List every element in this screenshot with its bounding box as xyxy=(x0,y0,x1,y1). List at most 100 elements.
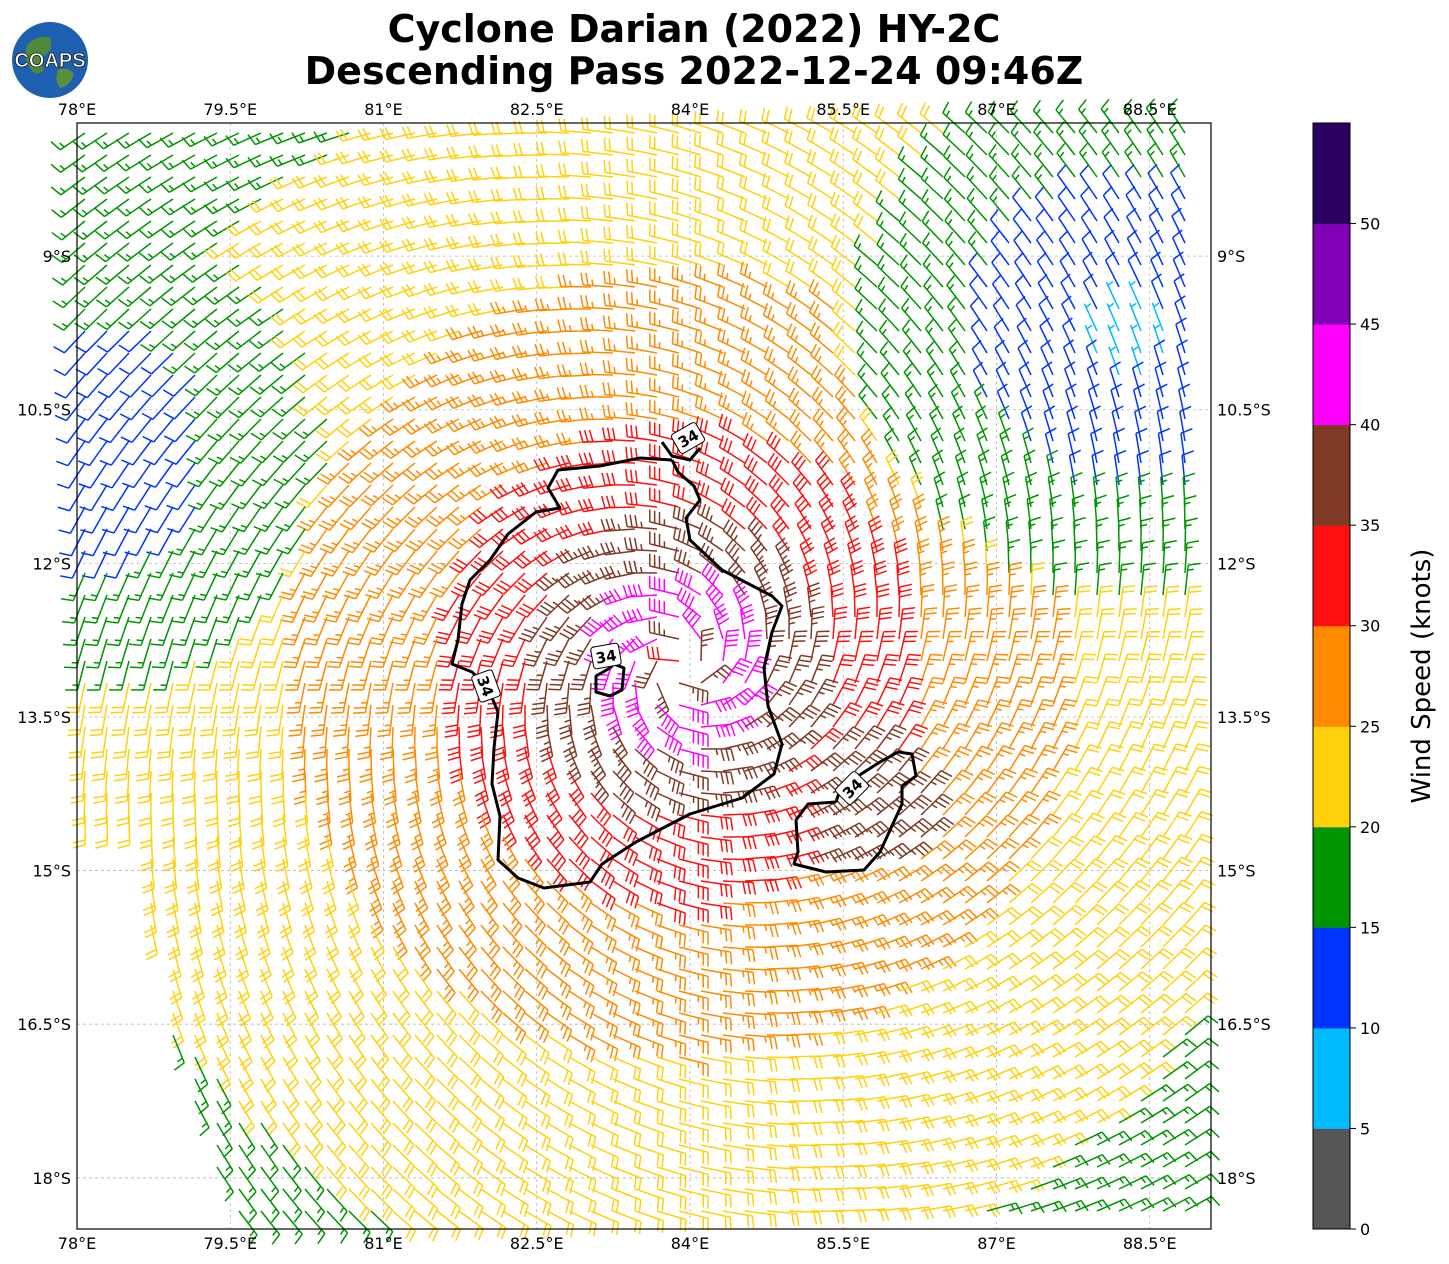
wind-barb xyxy=(431,792,445,829)
wind-barb xyxy=(172,616,196,646)
lon-tick-top: 81°E xyxy=(364,100,402,119)
wind-barb xyxy=(379,308,416,322)
wind-barb xyxy=(1052,607,1071,640)
wind-barb xyxy=(784,193,812,222)
wind-barb xyxy=(739,217,768,244)
wind-barb xyxy=(1088,405,1101,442)
wind-barb xyxy=(744,878,780,893)
wind-barb xyxy=(1039,317,1054,354)
contour-label: 34 xyxy=(590,642,622,670)
wind-barb xyxy=(89,704,108,737)
wind-barb xyxy=(1008,813,1041,838)
wind-barb xyxy=(402,726,416,761)
wind-barb xyxy=(489,506,526,523)
wind-barb xyxy=(920,607,938,640)
wind-barb xyxy=(1008,653,1031,684)
wind-barb xyxy=(1030,721,1058,750)
wind-barb xyxy=(903,362,922,398)
wind-barb xyxy=(158,748,174,782)
wind-barb xyxy=(829,191,856,222)
wind-barb xyxy=(250,792,264,828)
wind-barb xyxy=(656,814,686,839)
wind-barb xyxy=(700,946,733,965)
wind-barb xyxy=(778,559,794,596)
colorbar-tick-label: 30 xyxy=(1360,617,1380,636)
wind-barb xyxy=(446,484,482,503)
wind-barb xyxy=(739,282,768,310)
wind-barb xyxy=(1184,608,1204,640)
wind-barb xyxy=(612,880,640,909)
wind-barb xyxy=(1140,925,1174,948)
wind-barb xyxy=(898,817,933,838)
wind-barb xyxy=(867,515,883,552)
wind-barb xyxy=(1181,450,1194,486)
wind-barb xyxy=(1162,608,1182,640)
lat-tick-left: 12°S xyxy=(32,554,71,573)
wind-barb xyxy=(787,366,812,398)
wind-barb xyxy=(546,880,569,914)
wind-barb xyxy=(649,113,680,134)
wind-barb xyxy=(590,1144,620,1170)
wind-barb xyxy=(1096,926,1130,948)
wind-barb xyxy=(531,682,548,716)
wind-barb xyxy=(294,440,328,463)
wind-barb xyxy=(1140,675,1164,706)
wind-barb xyxy=(900,276,922,310)
wind-barb xyxy=(203,176,240,192)
wind-barb xyxy=(1155,383,1168,420)
wind-barb xyxy=(580,250,614,266)
wind-barb xyxy=(88,682,108,714)
wind-barb xyxy=(783,106,812,134)
wind-barb xyxy=(72,198,108,218)
wind-barb xyxy=(489,415,526,430)
wind-barb xyxy=(524,968,549,1001)
wind-barb xyxy=(744,1188,778,1205)
wind-barb xyxy=(414,946,432,982)
wind-barb xyxy=(1052,630,1073,662)
wind-barb xyxy=(1008,698,1034,728)
wind-barb xyxy=(423,192,460,206)
wind-barb xyxy=(716,153,746,178)
wind-barb xyxy=(1111,405,1124,442)
wind-barb xyxy=(370,902,384,939)
wind-barb xyxy=(766,899,802,913)
wind-barb xyxy=(1184,562,1201,596)
wind-barb xyxy=(94,198,130,218)
wind-barb xyxy=(207,418,240,442)
logo-text: COAPS xyxy=(14,50,85,72)
wind-barb xyxy=(612,1034,642,1060)
wind-barb xyxy=(1052,653,1075,684)
wind-barb xyxy=(768,473,790,508)
wind-barb xyxy=(1010,121,1032,156)
wind-barb xyxy=(305,638,328,669)
wind-barb xyxy=(908,449,922,486)
wind-barb xyxy=(91,748,108,782)
wind-barb xyxy=(1104,229,1120,266)
wind-barb xyxy=(77,440,108,467)
wind-barb xyxy=(989,187,1010,222)
wind-barb xyxy=(566,748,582,785)
wind-barb xyxy=(930,427,944,464)
wind-barb xyxy=(1008,883,1043,904)
wind-barb xyxy=(634,748,658,781)
wind-barb xyxy=(808,257,834,288)
wind-barb xyxy=(179,726,196,760)
wind-barb xyxy=(829,126,856,156)
wind-barb xyxy=(1096,539,1111,574)
wind-barb xyxy=(648,620,680,640)
wind-barb xyxy=(766,732,802,750)
wind-barb xyxy=(1113,449,1127,486)
wind-barb xyxy=(986,745,1016,772)
wind-barb xyxy=(810,605,825,640)
wind-barb xyxy=(394,660,416,691)
wind-barb xyxy=(762,303,790,332)
colorbar-segment xyxy=(1313,424,1350,526)
wind-barb xyxy=(1184,720,1210,750)
wind-barb xyxy=(360,484,394,507)
wind-barb xyxy=(580,117,614,134)
wind-barb xyxy=(964,884,1000,904)
wind-barb xyxy=(625,424,658,442)
wind-barb xyxy=(283,638,306,669)
wind-barb xyxy=(898,606,916,640)
wind-barb xyxy=(875,211,900,244)
